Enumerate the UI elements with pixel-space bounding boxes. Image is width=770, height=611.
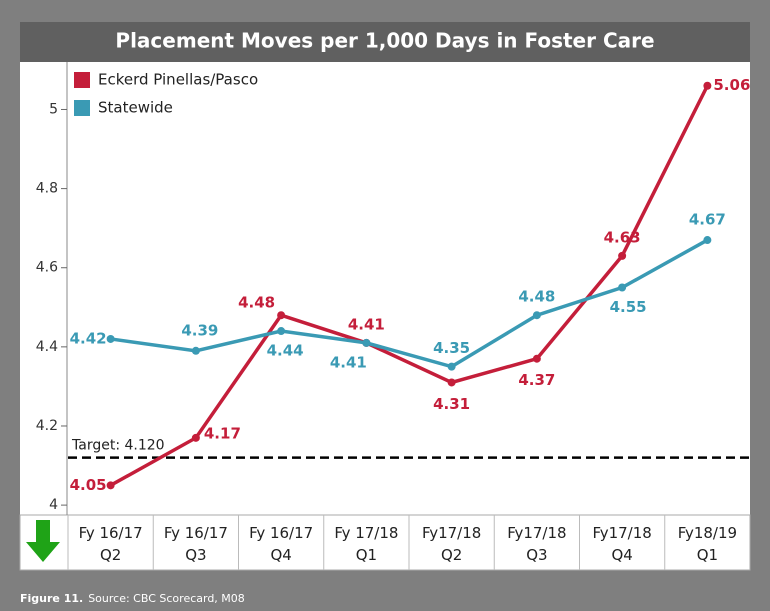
x-tick-line: Fy17/18	[507, 524, 566, 542]
x-tick-label: Fy18/19 Q1	[678, 524, 737, 564]
x-tick-label: Fy 16/17 Q3	[164, 524, 228, 564]
x-tick-label: Fy17/18 Q4	[592, 524, 651, 564]
plot-area	[20, 62, 750, 515]
data-label: 4.67	[689, 211, 726, 229]
data-label: 4.63	[604, 228, 641, 246]
data-label: 4.44	[267, 342, 304, 360]
point	[277, 327, 286, 336]
figure-label: Figure 11.	[20, 592, 83, 605]
x-tick-line: Q2	[441, 546, 462, 564]
x-tick-line: Q3	[185, 546, 206, 564]
x-tick-label: Fy17/18 Q3	[507, 524, 566, 564]
data-label: 4.48	[238, 294, 275, 312]
data-label: 4.41	[330, 353, 367, 371]
data-label: 4.39	[181, 321, 218, 339]
data-label: 4.35	[433, 339, 470, 357]
point	[703, 236, 712, 245]
legend-swatch	[74, 72, 90, 88]
legend-label: Eckerd Pinellas/Pasco	[98, 71, 258, 89]
series-line	[109, 84, 709, 487]
y-tick-label: 4.4	[36, 339, 58, 355]
x-tick-label: Fy17/18 Q2	[422, 524, 481, 564]
data-label: 4.41	[348, 315, 385, 333]
legend-swatch	[74, 100, 90, 116]
data-label: 4.37	[518, 371, 555, 389]
point	[532, 354, 541, 363]
point	[703, 81, 712, 90]
x-tick-line: Q1	[356, 546, 377, 564]
y-tick-label: 4.8	[36, 181, 58, 197]
down-arrow	[26, 520, 60, 562]
x-tick-line: Q2	[100, 546, 121, 564]
x-tick-line: Q3	[526, 546, 547, 564]
point	[191, 433, 200, 442]
chart-title: Placement Moves per 1,000 Days in Foster…	[115, 29, 654, 53]
point	[447, 378, 456, 387]
y-tick-label: 4.6	[36, 260, 58, 276]
x-tick-label: Fy 17/18 Q1	[334, 524, 398, 564]
x-tick-label: Fy 16/17 Q4	[249, 524, 313, 564]
y-tick-label: 5	[49, 101, 58, 117]
y-tick-label: 4	[49, 497, 58, 513]
x-tick-line: Fy17/18	[592, 524, 651, 542]
point	[362, 338, 371, 347]
x-tick-line: Q4	[611, 546, 632, 564]
x-tick-line: Fy17/18	[422, 524, 481, 542]
point	[106, 334, 115, 343]
data-label: 5.06	[713, 76, 750, 94]
point	[532, 311, 541, 320]
data-label: 4.42	[70, 329, 107, 347]
x-tick-line: Fy 16/17	[164, 524, 228, 542]
series-line	[110, 238, 709, 369]
y-tick-label: 4.2	[36, 418, 58, 434]
data-label: 4.31	[433, 395, 470, 413]
x-tick-line: Fy 16/17	[249, 524, 313, 542]
x-tick-line: Q1	[697, 546, 718, 564]
data-label: 4.05	[70, 476, 107, 494]
category-row	[19, 514, 751, 571]
x-tick-line: Fy 16/17	[79, 524, 143, 542]
x-tick-line: Q4	[270, 546, 291, 564]
data-label: 4.48	[518, 288, 555, 306]
title-bar	[20, 22, 750, 62]
x-tick-line: Fy18/19	[678, 524, 737, 542]
x-tick-line: Fy 17/18	[334, 524, 398, 542]
point	[618, 251, 627, 260]
data-label: 4.55	[610, 298, 647, 316]
point	[277, 311, 286, 320]
point	[106, 481, 115, 490]
x-tick-label: Fy 16/17 Q2	[79, 524, 143, 564]
target-label: Target: 4.120	[71, 438, 165, 454]
source: Source: CBC Scorecard, M08	[88, 592, 245, 605]
point	[618, 283, 627, 292]
legend-label: Statewide	[98, 99, 173, 117]
data-label: 4.17	[204, 424, 241, 442]
point	[191, 346, 200, 355]
point	[447, 362, 456, 371]
footer: Figure 11. Source: CBC Scorecard, M08	[20, 592, 245, 605]
